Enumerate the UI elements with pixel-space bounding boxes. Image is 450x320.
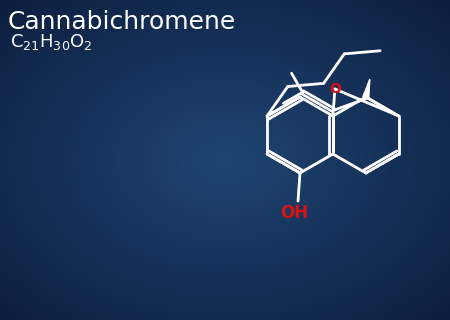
Text: O: O bbox=[329, 82, 341, 96]
Text: C$_{21}$H$_{30}$O$_{2}$: C$_{21}$H$_{30}$O$_{2}$ bbox=[10, 32, 93, 52]
Text: Cannabichromene: Cannabichromene bbox=[8, 10, 236, 34]
Text: OH: OH bbox=[280, 204, 308, 222]
Polygon shape bbox=[363, 79, 370, 97]
